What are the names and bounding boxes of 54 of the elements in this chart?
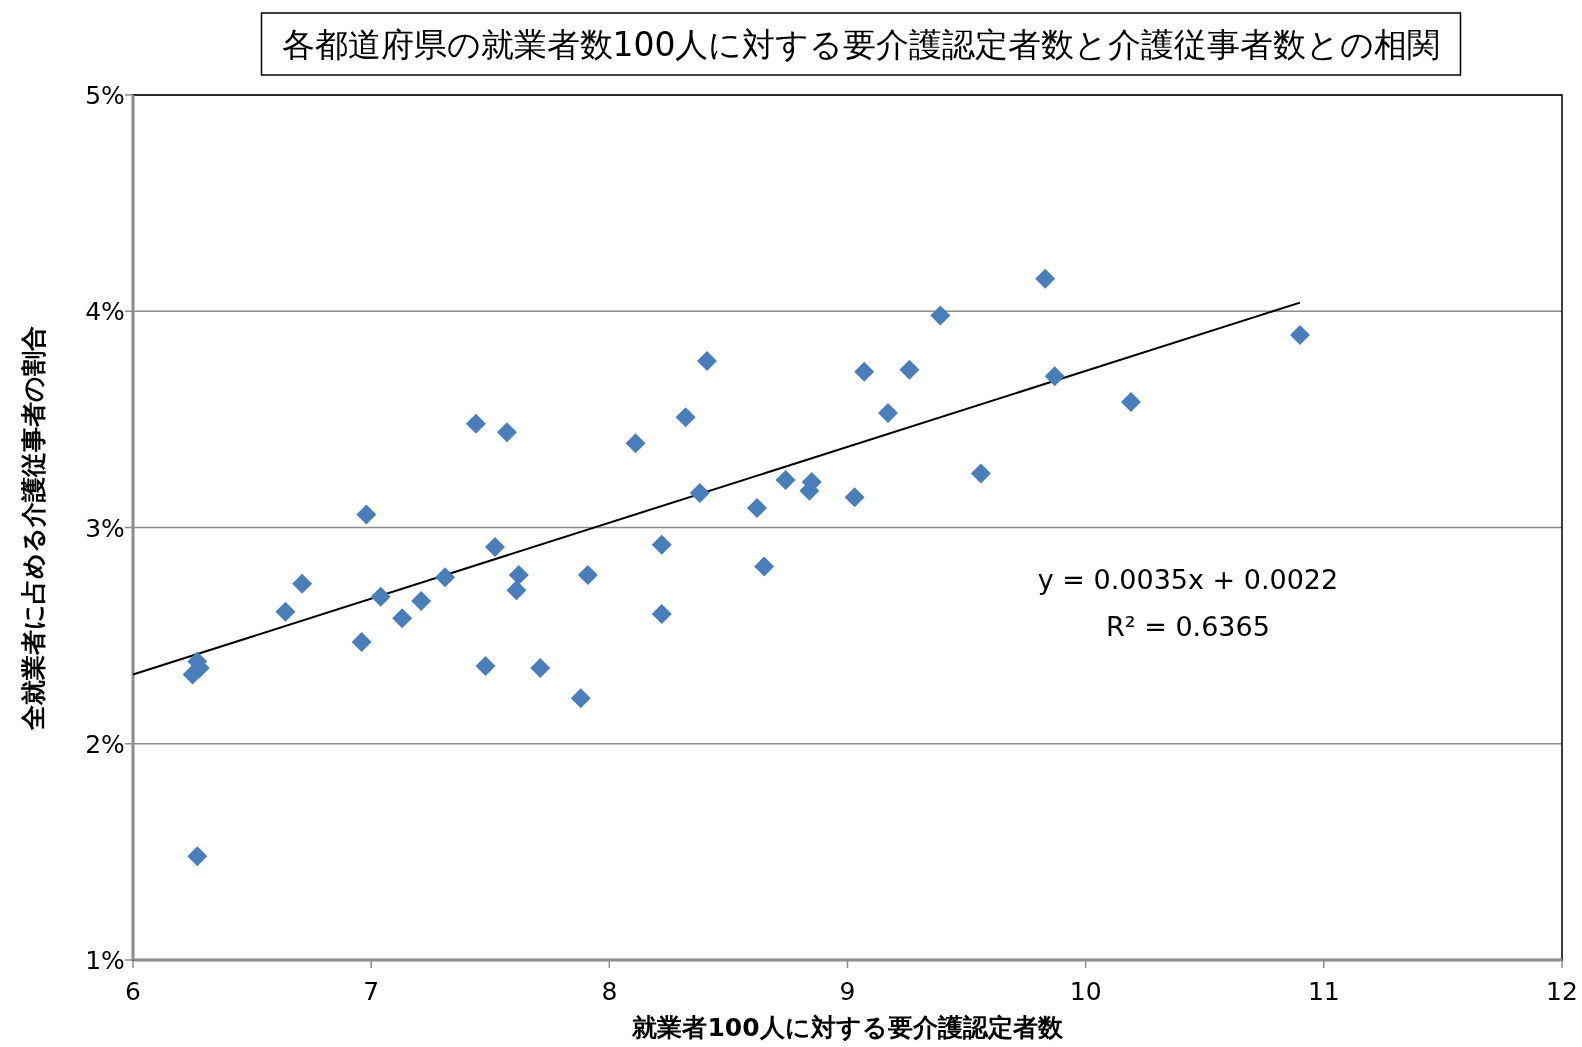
annotation: R² = 0.6365	[1106, 611, 1270, 642]
point	[651, 534, 672, 555]
point	[689, 482, 710, 503]
point	[351, 632, 372, 653]
y-tick-label: 1%	[85, 946, 125, 975]
x-tick-label: 9	[839, 977, 856, 1006]
point	[570, 688, 591, 709]
point	[899, 359, 920, 380]
point	[508, 565, 529, 586]
point	[747, 498, 767, 519]
y-tick-label: 5%	[85, 81, 125, 110]
point	[651, 604, 672, 624]
point	[1044, 366, 1065, 387]
point	[506, 580, 527, 601]
point	[370, 586, 391, 607]
point	[1035, 268, 1056, 289]
point	[970, 463, 991, 484]
point	[356, 504, 377, 525]
point	[411, 591, 432, 612]
chart-title: 各都道府県の就業者数100人に対する要介護認定者数と介護従事者数との相関	[281, 25, 1441, 64]
point	[187, 846, 208, 867]
point	[625, 433, 646, 454]
point	[754, 556, 775, 577]
point	[485, 536, 506, 557]
point	[475, 655, 496, 676]
point	[292, 573, 313, 594]
x-tick-label: 12	[1546, 977, 1578, 1006]
point	[775, 469, 796, 490]
point	[275, 601, 296, 622]
x-tick-label: 7	[363, 977, 380, 1006]
y-tick-label: 2%	[85, 729, 125, 759]
x-tick-label: 10	[1069, 977, 1102, 1006]
x-tick-label: 8	[601, 977, 618, 1006]
point	[675, 407, 696, 428]
y-tick-label: 3%	[85, 513, 125, 543]
point	[530, 658, 551, 679]
x-axis-title: 就業者100人に対する要介護認定者数	[631, 1013, 1064, 1042]
point	[1290, 325, 1311, 346]
point	[392, 608, 413, 629]
point	[877, 402, 898, 423]
point	[844, 487, 865, 508]
y-tick-label: 4%	[85, 297, 125, 327]
point	[854, 361, 875, 382]
x-tick-label: 6	[125, 977, 141, 1006]
point	[1120, 392, 1141, 413]
x-tick-label: 11	[1307, 977, 1340, 1006]
point	[930, 305, 951, 326]
annotation: y = 0.0035x + 0.0022	[1037, 564, 1339, 595]
point	[496, 422, 517, 443]
point	[465, 413, 486, 434]
point	[577, 565, 598, 586]
y-axis-title: 全就業者に占める介護従事者の割合	[19, 325, 48, 731]
point	[435, 567, 455, 588]
point	[696, 350, 717, 371]
